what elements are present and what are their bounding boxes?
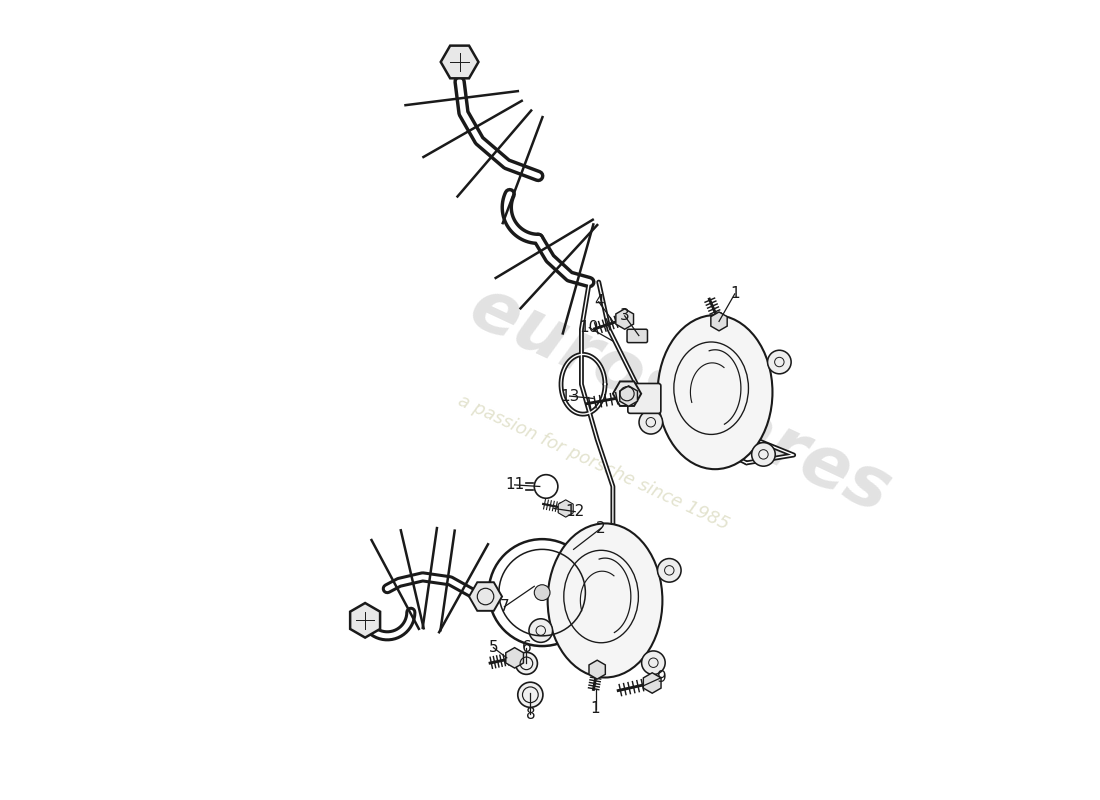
Circle shape bbox=[535, 585, 550, 601]
Polygon shape bbox=[644, 673, 661, 694]
Ellipse shape bbox=[548, 523, 662, 678]
Text: 9: 9 bbox=[657, 670, 667, 685]
Circle shape bbox=[641, 651, 666, 674]
Polygon shape bbox=[558, 500, 573, 517]
Circle shape bbox=[488, 539, 595, 646]
Text: 5: 5 bbox=[488, 640, 498, 655]
Text: 13: 13 bbox=[560, 389, 580, 403]
Text: 10: 10 bbox=[580, 320, 598, 335]
Polygon shape bbox=[619, 386, 638, 406]
Text: eurospares: eurospares bbox=[458, 272, 901, 528]
Text: 8: 8 bbox=[526, 707, 536, 722]
Text: 12: 12 bbox=[565, 504, 585, 519]
Polygon shape bbox=[613, 382, 641, 406]
Text: 1: 1 bbox=[591, 702, 601, 717]
Text: 3: 3 bbox=[619, 308, 629, 323]
Text: 7: 7 bbox=[499, 599, 509, 614]
Polygon shape bbox=[711, 312, 727, 331]
Circle shape bbox=[768, 350, 791, 374]
Polygon shape bbox=[350, 603, 381, 638]
FancyBboxPatch shape bbox=[628, 383, 661, 414]
Polygon shape bbox=[506, 648, 524, 668]
FancyBboxPatch shape bbox=[627, 330, 648, 342]
Circle shape bbox=[658, 558, 681, 582]
Text: 11: 11 bbox=[505, 478, 525, 492]
Text: 4: 4 bbox=[594, 294, 604, 310]
Polygon shape bbox=[469, 582, 502, 611]
Circle shape bbox=[518, 682, 543, 707]
Text: 2: 2 bbox=[596, 521, 606, 536]
Text: a passion for porsche since 1985: a passion for porsche since 1985 bbox=[454, 392, 732, 534]
Circle shape bbox=[529, 618, 552, 642]
Text: 6: 6 bbox=[521, 640, 531, 655]
Circle shape bbox=[751, 442, 776, 466]
Polygon shape bbox=[441, 46, 478, 78]
Polygon shape bbox=[588, 660, 605, 679]
Polygon shape bbox=[616, 309, 634, 330]
Circle shape bbox=[639, 410, 662, 434]
Ellipse shape bbox=[658, 315, 772, 469]
Text: 1: 1 bbox=[730, 286, 739, 302]
Circle shape bbox=[516, 652, 538, 674]
